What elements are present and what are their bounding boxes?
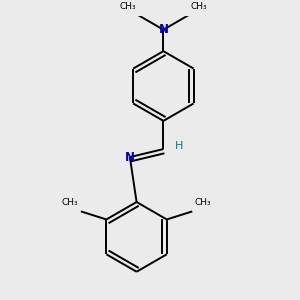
Text: CH₃: CH₃ — [119, 2, 136, 11]
Text: H: H — [175, 141, 183, 152]
Text: N: N — [158, 23, 168, 36]
Text: CH₃: CH₃ — [191, 2, 208, 11]
Text: CH₃: CH₃ — [61, 198, 78, 207]
Text: N: N — [125, 151, 135, 164]
Text: CH₃: CH₃ — [195, 198, 211, 207]
